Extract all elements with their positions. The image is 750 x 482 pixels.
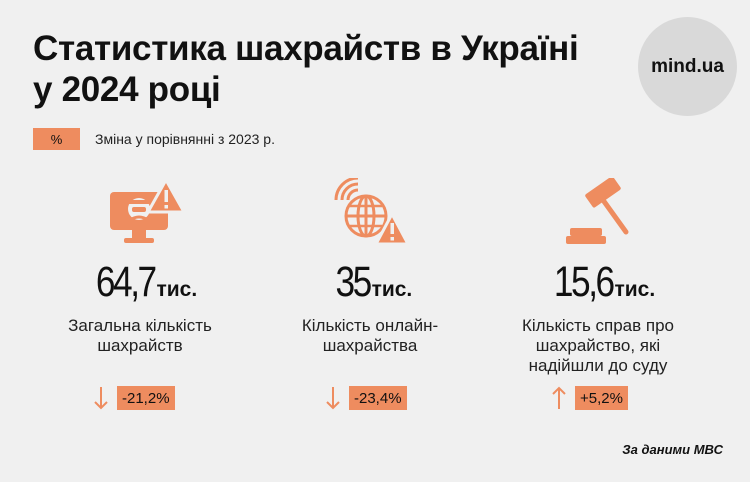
stat-label-line: Кількість справ про <box>521 316 675 335</box>
stat-number: 15,6 <box>553 258 615 306</box>
stat-value: 64,7 тис. <box>20 258 260 307</box>
stat-online-fraud: 35 тис. Кількість онлайн- шахрайства -23… <box>250 178 490 418</box>
stat-change: -23,4% <box>326 386 407 410</box>
stat-label: Кількість онлайн- шахрайства <box>250 316 490 356</box>
stat-number: 35 <box>335 258 372 306</box>
stat-change: -21,2% <box>94 386 175 410</box>
stat-label-line: Кількість онлайн- <box>301 316 439 335</box>
page-title: Статистика шахрайств в Україні у 2024 ро… <box>33 28 579 110</box>
stat-label: Загальна кількість шахрайств <box>20 316 260 356</box>
stat-label: Кількість справ про шахрайство, які наді… <box>478 316 718 376</box>
stat-label-line: Загальна кількість <box>68 316 212 335</box>
stat-unit: тис. <box>156 278 198 301</box>
arrow-up-icon <box>552 386 566 409</box>
hacker-computer-warning-icon <box>110 178 186 243</box>
stat-total-fraud: 64,7 тис. Загальна кількість шахрайств -… <box>20 178 260 418</box>
stat-court-cases: 15,6 тис. Кількість справ про шахрайство… <box>478 178 718 418</box>
stat-unit: тис. <box>371 278 413 301</box>
arrow-down-icon <box>94 387 108 410</box>
stat-label-line: надійшли до суду <box>528 356 668 375</box>
change-badge: -23,4% <box>349 386 407 410</box>
title-line-1: Статистика шахрайств в Україні <box>33 29 579 68</box>
legend: % Зміна у порівнянні з 2023 р. <box>33 128 275 150</box>
stat-unit: тис. <box>614 278 656 301</box>
gavel-icon <box>566 178 629 244</box>
change-badge: +5,2% <box>575 386 628 410</box>
legend-text: Зміна у порівнянні з 2023 р. <box>95 131 275 147</box>
arrow-down-icon <box>326 387 340 410</box>
stat-label-line: шахрайство, які <box>535 336 661 355</box>
stat-label-line: шахрайства <box>322 336 418 355</box>
stat-number: 64,7 <box>95 258 157 306</box>
globe-wifi-warning-icon <box>334 178 410 246</box>
mind-ua-logo: mind.ua <box>638 17 737 116</box>
stat-value: 15,6 тис. <box>478 258 718 307</box>
stat-change: +5,2% <box>552 386 628 410</box>
change-badge: -21,2% <box>117 386 175 410</box>
source-note: За даними МВС <box>622 442 723 457</box>
stat-label-line: шахрайств <box>97 336 183 355</box>
title-line-2: у 2024 році <box>33 70 221 109</box>
legend-swatch: % <box>33 128 80 150</box>
stat-value: 35 тис. <box>250 258 490 307</box>
